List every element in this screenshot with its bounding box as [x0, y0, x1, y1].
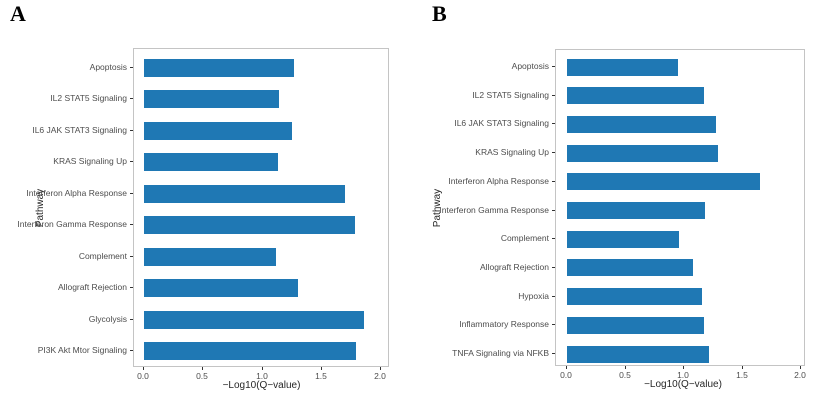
bar	[144, 279, 298, 297]
y-tick	[130, 224, 133, 225]
y-axis-label: Apoptosis	[89, 62, 127, 72]
bar	[567, 173, 760, 190]
panel-label-b: B	[432, 1, 447, 26]
y-axis-label: Interferon Alpha Response	[448, 176, 549, 186]
y-axis-label: IL2 STAT5 Signaling	[50, 93, 127, 103]
y-axis-label: Interferon Gamma Response	[17, 219, 127, 229]
plot-area	[133, 48, 389, 367]
x-tick-label: 0.0	[560, 370, 572, 380]
x-tick	[380, 367, 381, 370]
x-tick	[262, 367, 263, 370]
x-tick	[800, 366, 801, 369]
y-axis-label: KRAS Signaling Up	[53, 156, 127, 166]
y-axis-label: Glycolysis	[88, 314, 127, 324]
y-tick	[130, 350, 133, 351]
y-axis-label: IL6 JAK STAT3 Signaling	[454, 118, 549, 128]
bar	[144, 216, 355, 234]
bar	[567, 346, 709, 363]
x-axis-title: −Log10(Q−value)	[644, 379, 722, 390]
x-tick	[683, 366, 684, 369]
y-axis-label: Hypoxia	[518, 291, 549, 301]
bar	[144, 185, 345, 203]
y-tick	[130, 256, 133, 257]
y-axis-label: Apoptosis	[511, 61, 549, 71]
bar	[567, 288, 702, 305]
y-axis-label: Complement	[500, 233, 549, 243]
x-tick	[143, 367, 144, 370]
bar	[567, 145, 718, 162]
bar	[144, 153, 278, 171]
x-axis-title: −Log10(Q−value)	[222, 380, 301, 391]
y-tick	[552, 238, 555, 239]
bar	[144, 90, 279, 108]
x-tick	[202, 367, 203, 370]
y-tick	[552, 123, 555, 124]
bar	[567, 116, 716, 133]
x-tick	[566, 366, 567, 369]
x-tick	[742, 366, 743, 369]
bar	[567, 202, 705, 219]
x-tick	[321, 367, 322, 370]
y-axis-label: Allograft Rejection	[58, 282, 127, 292]
x-tick-label: 1.0	[677, 370, 689, 380]
x-tick-label: 0.0	[137, 371, 149, 381]
y-tick	[552, 66, 555, 67]
y-tick	[130, 161, 133, 162]
y-axis-label: Interferon Alpha Response	[26, 188, 127, 198]
x-tick-label: 0.5	[619, 370, 631, 380]
y-axis-label: IL6 JAK STAT3 Signaling	[32, 125, 127, 135]
y-tick	[130, 130, 133, 131]
x-tick-label: 2.0	[374, 371, 386, 381]
bar	[567, 231, 679, 248]
bar	[567, 87, 704, 104]
x-tick-label: 1.5	[736, 370, 748, 380]
panel-label-a: A	[10, 1, 26, 26]
bar	[567, 259, 693, 276]
x-tick-label: 2.0	[794, 370, 806, 380]
y-tick	[130, 193, 133, 194]
y-tick	[552, 152, 555, 153]
y-tick	[130, 67, 133, 68]
bar	[567, 59, 678, 76]
y-tick	[130, 319, 133, 320]
y-axis-label: Allograft Rejection	[480, 262, 549, 272]
bar	[144, 122, 292, 140]
x-tick-label: 0.5	[196, 371, 208, 381]
y-tick	[552, 296, 555, 297]
bar	[144, 248, 276, 266]
y-tick	[552, 267, 555, 268]
bar	[144, 311, 364, 329]
x-tick-label: 1.5	[315, 371, 327, 381]
y-axis-label: Interferon Gamma Response	[439, 205, 549, 215]
y-tick	[130, 287, 133, 288]
y-tick	[552, 210, 555, 211]
x-tick-label: 1.0	[256, 371, 268, 381]
chart-panel-b: B Pathway −Log10(Q−value) Apoptosis IL2 S…	[413, 0, 825, 403]
y-tick	[552, 353, 555, 354]
bar	[144, 342, 356, 360]
plot-area	[555, 49, 805, 366]
x-tick	[625, 366, 626, 369]
bar	[144, 59, 294, 77]
y-axis-label: IL2 STAT5 Signaling	[472, 90, 549, 100]
y-axis-title: Pathway	[35, 188, 46, 227]
y-axis-label: TNFA Signaling via NFKB	[452, 348, 549, 358]
chart-panel-a: A Pathway −Log10(Q−value) Apoptosis IL2 S…	[0, 0, 412, 403]
y-axis-label: Inflammatory Response	[459, 319, 549, 329]
y-axis-label: KRAS Signaling Up	[475, 147, 549, 157]
y-tick	[552, 181, 555, 182]
y-axis-label: Complement	[78, 251, 127, 261]
y-tick	[130, 98, 133, 99]
y-tick	[552, 324, 555, 325]
y-axis-label: PI3K Akt Mtor Signaling	[37, 345, 127, 355]
y-tick	[552, 95, 555, 96]
bar	[567, 317, 704, 334]
